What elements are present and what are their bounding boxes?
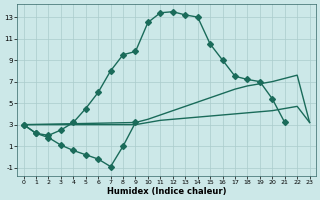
X-axis label: Humidex (Indice chaleur): Humidex (Indice chaleur) <box>107 187 226 196</box>
